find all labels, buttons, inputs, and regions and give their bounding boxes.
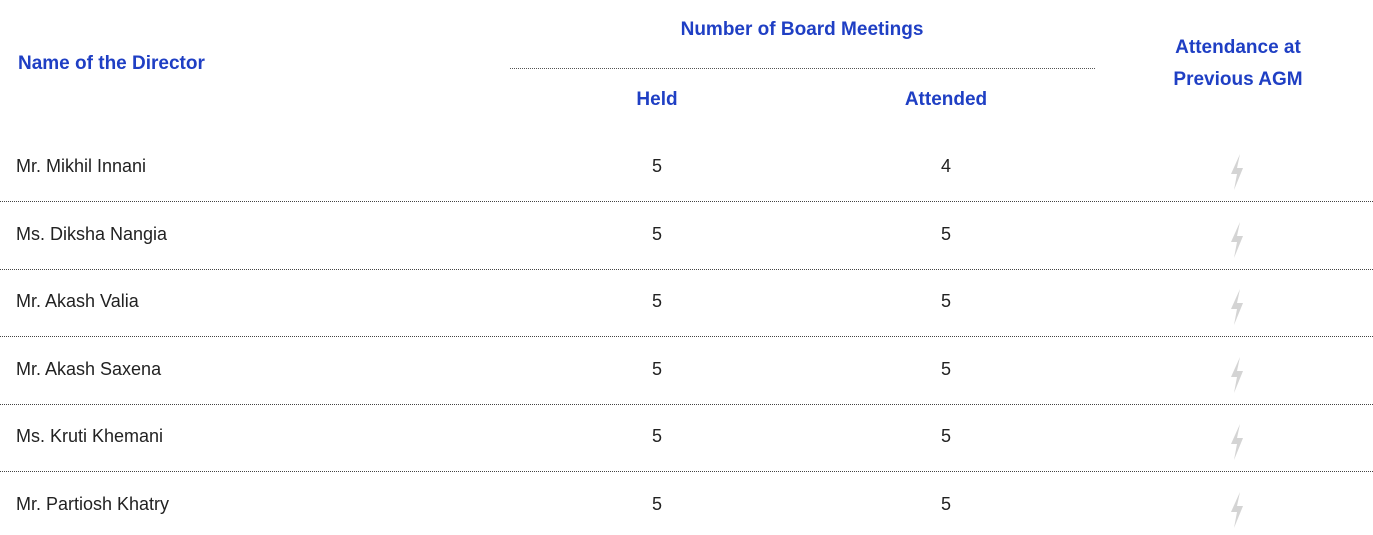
director-name: Ms. Diksha Nangia — [16, 223, 168, 244]
held-count: 5 — [651, 156, 663, 176]
held-count: 5 — [651, 223, 663, 244]
held-count: 5 — [651, 358, 663, 379]
group-header: Number of Board Meetings — [680, 19, 924, 40]
held-header: Held — [636, 89, 678, 110]
attendance-icon — [1229, 492, 1245, 528]
bolt — [1231, 154, 1243, 190]
attendance-icon — [1229, 221, 1245, 258]
attendance-icon — [1229, 289, 1245, 326]
row-divider — [0, 268, 1373, 270]
held-count: 5 — [651, 426, 663, 447]
director-name: Mr. Mikhil Innani — [16, 156, 147, 176]
name-header: Name of the Director — [18, 53, 205, 74]
row-divider — [0, 403, 1373, 405]
group-divider — [510, 68, 1095, 69]
bolt — [1231, 221, 1243, 258]
row-divider — [0, 336, 1373, 338]
attendance-header: Attendance at Previous AGM — [1173, 37, 1303, 90]
director-name: Ms. Kruti Khemani — [16, 426, 164, 447]
bolt — [1231, 289, 1243, 326]
held-count: 5 — [651, 291, 663, 312]
bolt — [1231, 424, 1243, 461]
attended-count: 5 — [940, 426, 952, 447]
director-name: Mr. Akash Valia — [16, 291, 139, 312]
row-divider — [0, 201, 1373, 202]
row-divider — [0, 471, 1373, 473]
attended-count: 5 — [940, 494, 952, 514]
attended-count: 5 — [940, 358, 952, 379]
bolt — [1231, 492, 1243, 528]
director-name: Mr. Partiosh Khatry — [16, 494, 170, 514]
attendance-icon — [1229, 154, 1245, 190]
attended-count: 4 — [940, 156, 952, 176]
attended-count: 5 — [940, 223, 952, 244]
attended-header: Attended — [904, 89, 988, 110]
bolt — [1231, 356, 1243, 393]
held-count: 5 — [651, 494, 663, 514]
attended-count: 5 — [940, 291, 952, 312]
attendance-icon — [1229, 356, 1245, 393]
attendance-icon — [1229, 424, 1245, 461]
director-name: Mr. Akash Saxena — [16, 358, 162, 379]
